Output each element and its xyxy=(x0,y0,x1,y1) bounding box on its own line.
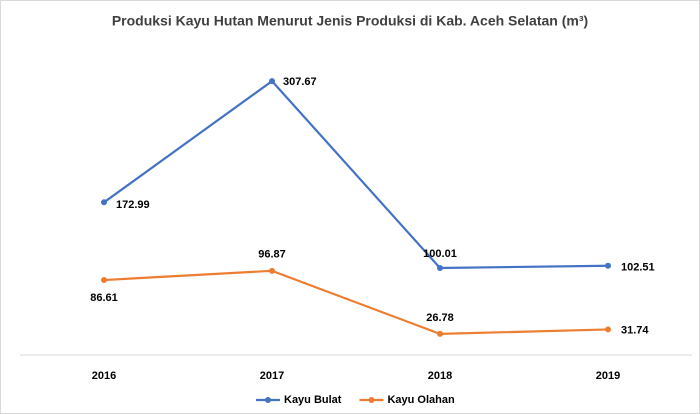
data-label: 31.74 xyxy=(621,324,649,336)
x-tick-label: 2017 xyxy=(260,370,284,382)
point xyxy=(269,267,275,274)
data-label: 172.99 xyxy=(116,199,150,211)
data-label: 96.87 xyxy=(258,249,286,261)
legend-label: Kayu Olahan xyxy=(387,394,455,406)
point xyxy=(101,199,107,206)
point xyxy=(437,264,443,271)
point xyxy=(269,78,275,85)
point xyxy=(101,277,107,284)
x-tick-label: 2019 xyxy=(596,370,620,382)
data-label: 86.61 xyxy=(90,292,118,304)
legend-label: Kayu Bulat xyxy=(284,394,342,406)
legend-marker xyxy=(265,397,271,403)
series-line xyxy=(103,79,609,270)
data-label: 102.51 xyxy=(621,262,655,274)
point xyxy=(437,330,443,337)
x-tick-label: 2018 xyxy=(428,370,452,382)
data-label: 100.01 xyxy=(423,248,457,260)
chart-title: Produksi Kayu Hutan Menurut Jenis Produk… xyxy=(112,13,588,29)
point xyxy=(605,262,611,269)
data-label: 26.78 xyxy=(426,312,454,324)
data-label: 307.67 xyxy=(283,76,317,88)
point xyxy=(605,326,611,333)
series-line xyxy=(103,269,609,336)
legend-marker xyxy=(368,397,375,403)
x-tick-label: 2016 xyxy=(92,370,116,382)
